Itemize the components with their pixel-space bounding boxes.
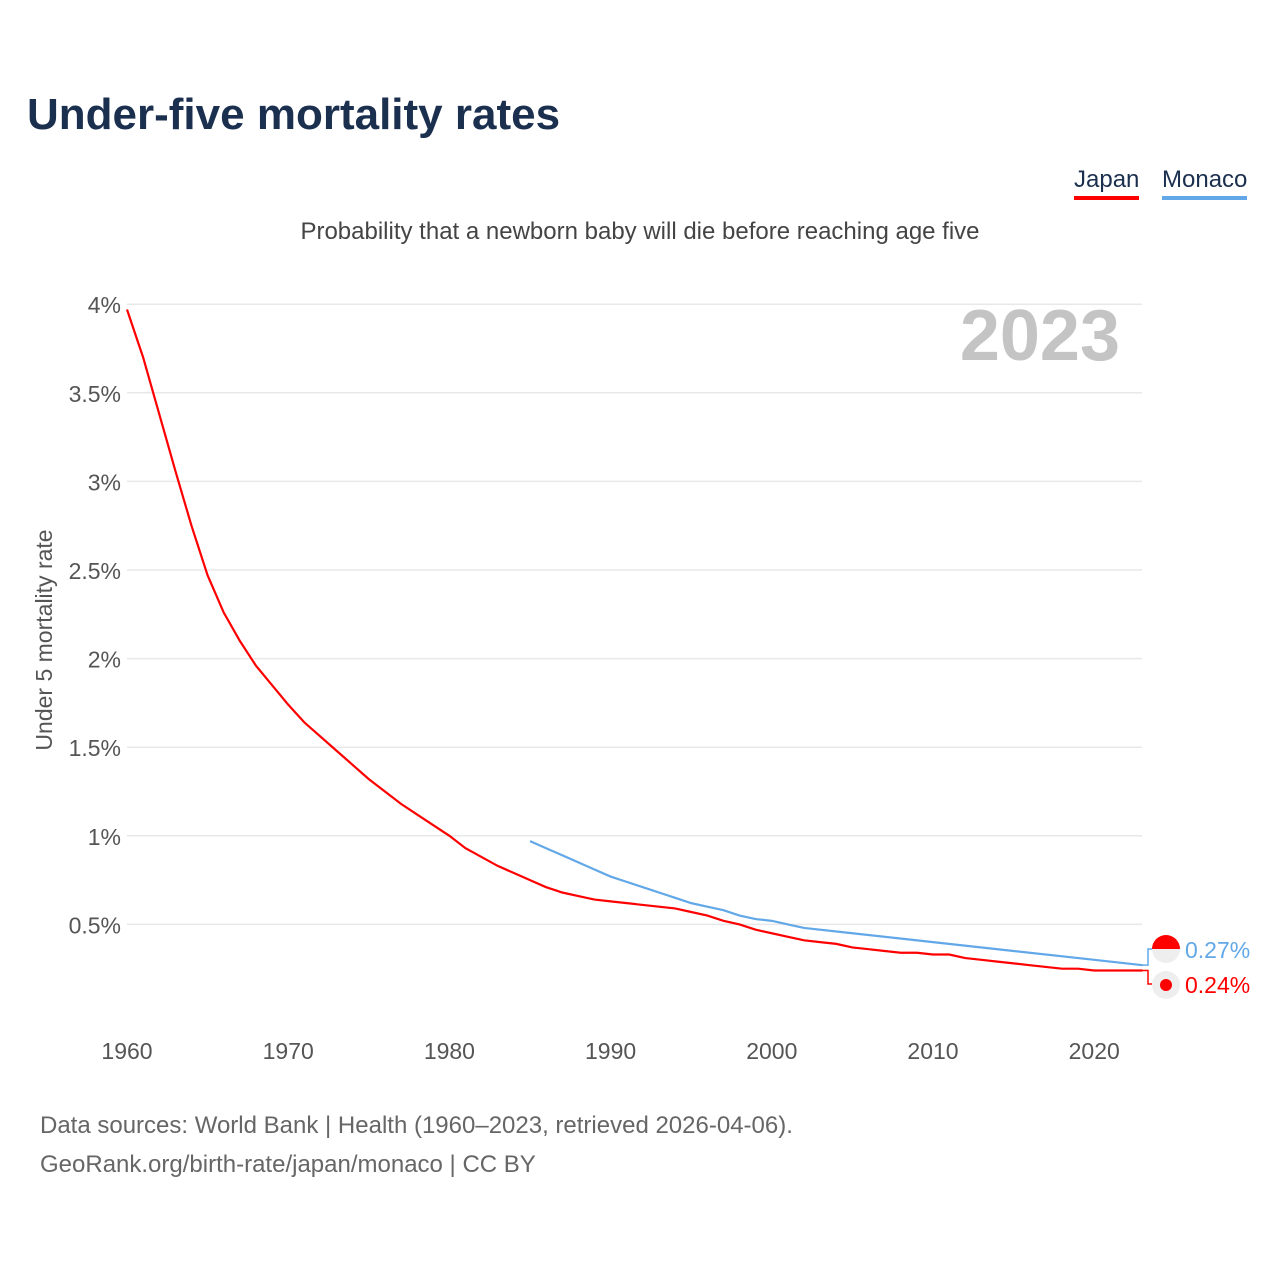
series-line-monaco xyxy=(529,840,1143,967)
source-line-1: Data sources: World Bank | Health (1960–… xyxy=(40,1112,793,1139)
end-connector xyxy=(1142,969,1152,985)
y-tick-label: 2% xyxy=(88,647,121,673)
end-connector xyxy=(1142,948,1152,966)
x-tick-label: 1960 xyxy=(101,1038,152,1064)
y-tick-label: 1% xyxy=(88,824,121,850)
x-tick-label: 2000 xyxy=(746,1038,797,1064)
y-tick-label: 3% xyxy=(88,469,121,495)
y-tick-label: 3.5% xyxy=(69,381,121,407)
x-tick-label: 1990 xyxy=(585,1038,636,1064)
legend-monaco[interactable]: Monaco xyxy=(1162,166,1248,200)
year-label: 2023 xyxy=(960,296,1120,376)
x-tick-label: 1980 xyxy=(424,1038,475,1064)
y-axis-label: Under 5 mortality rate xyxy=(31,529,57,750)
chart-subtitle: Probability that a newborn baby will die… xyxy=(300,218,980,245)
source-note: Data sources: World Bank | Health (1960–… xyxy=(40,1106,793,1184)
y-tick-label: 1.5% xyxy=(69,735,121,761)
source-line-2: GeoRank.org/birth-rate/japan/monaco | CC… xyxy=(40,1151,536,1178)
y-tick-label: 4% xyxy=(88,292,121,318)
x-tick-label: 2010 xyxy=(907,1038,958,1064)
japan-flag-sun xyxy=(1160,979,1172,991)
chart-title: Under-five mortality rates xyxy=(27,90,561,139)
y-tick-label: 0.5% xyxy=(69,912,121,938)
end-label-japan: 0.24% xyxy=(1185,972,1250,998)
series-line-japan xyxy=(125,309,1143,972)
end-label-monaco: 0.27% xyxy=(1185,937,1250,963)
y-tick-label: 2.5% xyxy=(69,558,121,584)
x-tick-label: 2020 xyxy=(1069,1038,1120,1064)
legend-japan[interactable]: Japan xyxy=(1074,166,1140,200)
monaco-flag-red-half xyxy=(1152,935,1180,949)
x-tick-label: 1970 xyxy=(263,1038,314,1064)
